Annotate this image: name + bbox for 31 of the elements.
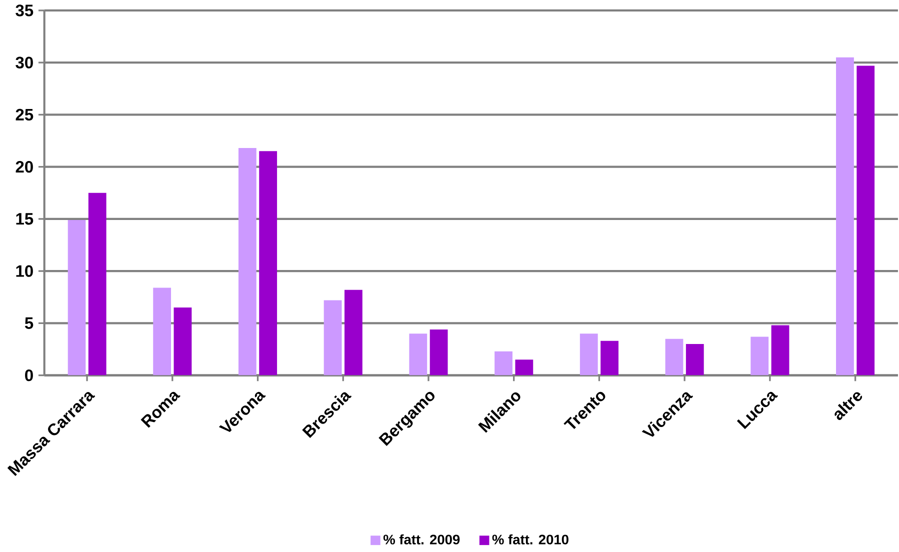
bar [856,66,875,376]
bar [771,325,790,376]
bar [344,290,362,376]
bar [238,148,256,376]
bar [580,334,598,376]
y-tick-label: 0 [25,370,33,382]
bar [88,192,106,376]
bar [430,330,448,376]
y-tick-label: 20 [16,161,33,173]
bar [665,338,684,376]
legend-label: % fatt. 2010 [492,534,568,544]
bar [68,220,86,376]
bar [750,336,769,376]
y-tick-label: 35 [16,4,34,16]
y-tick-label: 25 [16,108,34,121]
bar [836,57,854,376]
bar [600,340,618,376]
bar [409,334,428,376]
bar [324,300,342,376]
y-tick-label: 10 [16,265,33,277]
y-tick-label: 15 [16,213,34,225]
y-tick-label: 5 [24,317,34,330]
y-tick-label: 30 [16,56,33,69]
bar [153,288,172,376]
x-tick-label: altre [834,392,862,420]
bar [515,360,534,376]
bar [494,351,512,376]
bar [259,151,278,376]
bar [686,344,704,376]
legend-label: % fatt. 2009 [383,534,460,544]
bar [174,308,192,376]
